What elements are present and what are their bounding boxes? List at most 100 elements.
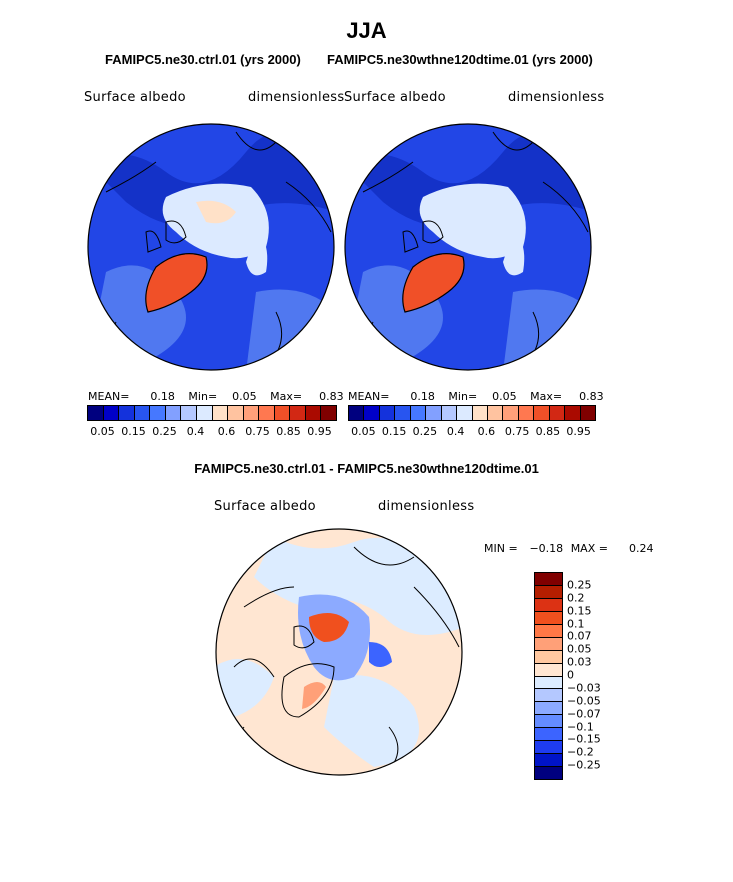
mean-value: 0.18: [410, 390, 435, 403]
colorbar-tick-label: −0.2: [567, 745, 594, 759]
greenland-ice-sheet: [145, 253, 208, 313]
diff-negative-region: [254, 537, 462, 635]
diff-variable: Surface albedo: [214, 499, 316, 514]
colorbar-tick-label: 0.6: [477, 425, 496, 438]
colorbar-tick-label: 0.95: [566, 425, 591, 438]
colorbar-swatch: [535, 741, 562, 755]
colorbar-tick-label: 0.15: [121, 425, 146, 438]
colorbar-diff: [534, 572, 563, 780]
colorbar-tick-label: −0.1: [567, 720, 594, 733]
colorbar-tick-label: 0.6: [217, 425, 236, 438]
subtitle-left: FAMIPC5.ne30.ctrl.01 (yrs 2000): [105, 52, 301, 67]
diff-min-value: −0.18: [529, 542, 564, 555]
colorbar-swatch: [212, 406, 229, 420]
colorbar-tick-label: 0.75: [504, 425, 530, 438]
colorbar-swatch: [395, 406, 411, 420]
colorbar-tick-label: 0.85: [535, 425, 561, 438]
figure-title: JJA: [346, 18, 387, 43]
coastline-continents: [362, 131, 589, 368]
colorbar-swatch: [426, 406, 442, 420]
colorbar-swatch: [243, 406, 260, 420]
colorbar-swatch: [349, 406, 365, 420]
colorbar-swatch: [457, 406, 473, 420]
max-label: Max=: [530, 390, 563, 403]
diff-units: dimensionless: [378, 499, 475, 514]
colorbar-swatch: [534, 406, 550, 420]
colorbar-swatch: [165, 406, 182, 420]
colorbar-swatch: [150, 406, 166, 420]
colorbar-tick-label: 0.25: [152, 425, 177, 438]
subtitle-right: FAMIPC5.ne30wthne120dtime.01 (yrs 2000): [327, 52, 593, 67]
colorbar-swatch: [535, 715, 562, 729]
colorbar-tick-label: 0.25: [412, 425, 438, 438]
colorbar-swatch: [535, 676, 562, 690]
colorbar-tick-label: 0.05: [351, 425, 376, 438]
coastline-greenland: [233, 625, 335, 718]
colorbar-swatch: [364, 406, 380, 420]
colorbar-panel2-ticks: 0.05 0.15 0.25 0.4 0.6 0.75 0.85 0.95: [348, 425, 594, 439]
colorbar-swatch: [88, 406, 104, 420]
colorbar-tick-label: 0.15: [567, 604, 592, 618]
colorbar-tick-label: 0.4: [446, 425, 465, 438]
ocean-dark-region: [88, 132, 334, 227]
mean-label: MEAN=: [348, 390, 390, 403]
diff-negative-region-2: [216, 659, 274, 717]
colorbar-swatch: [535, 650, 562, 664]
colorbar-swatch: [259, 406, 275, 420]
greenland-ice-sheet: [402, 253, 465, 313]
diff-negative-region-3: [324, 675, 419, 767]
min-label: Min=: [448, 390, 478, 403]
colorbar-tick-label: 0.07: [567, 629, 592, 643]
map-panel-exp: [344, 123, 592, 371]
colorbar-tick-label: 0.25: [567, 578, 592, 592]
colorbar-tick-label: 0.1: [567, 617, 585, 630]
diff-positive-greenland: [302, 682, 326, 709]
colorbar-swatch: [103, 406, 120, 420]
colorbar-swatch: [535, 637, 562, 651]
colorbar-swatch: [535, 585, 562, 599]
colorbar-tick-label: −0.07: [567, 707, 601, 721]
map-panel-diff: [215, 528, 463, 776]
max-label: Max=: [270, 390, 303, 403]
colorbar-tick-label: 0.95: [307, 425, 332, 438]
colorbar-swatch: [565, 406, 581, 420]
mean-value: 0.18: [150, 390, 175, 403]
colorbar-swatch: [181, 406, 197, 420]
panel1-variable: Surface albedo: [84, 90, 186, 105]
sea-ice-edge: [503, 232, 525, 276]
colorbar-swatch: [228, 406, 244, 420]
colorbar-tick-label: −0.05: [567, 694, 601, 708]
colorbar-tick-label: −0.15: [567, 732, 601, 746]
diff-title: FAMIPC5.ne30.ctrl.01 - FAMIPC5.ne30wthne…: [194, 461, 539, 476]
colorbar-tick-label: 0.2: [567, 591, 585, 605]
diff-max-value: 0.24: [628, 542, 654, 555]
colorbar-swatch: [441, 406, 458, 420]
colorbar-swatch: [535, 611, 562, 625]
coastline-continents: [237, 546, 460, 775]
colorbar-swatch: [119, 406, 135, 420]
colorbar-swatch: [472, 406, 488, 420]
colorbar-swatch: [290, 406, 306, 420]
colorbar-swatch: [535, 598, 562, 612]
colorbar-swatch: [487, 406, 504, 420]
min-value: 0.05: [232, 390, 257, 403]
colorbar-swatch: [535, 728, 562, 742]
diff-max-label: MAX =: [570, 542, 608, 555]
colorbar-swatch: [134, 406, 151, 420]
diff-stats: MIN = −0.18 MAX = 0.24: [484, 542, 653, 555]
colorbar-swatch: [518, 406, 535, 420]
colorbar-swatch: [535, 702, 562, 716]
colorbar-swatch: [535, 624, 562, 638]
sea-ice-region: [419, 183, 526, 259]
colorbar-tick-label: 0.85: [276, 425, 301, 438]
colorbar-swatch: [503, 406, 519, 420]
colorbar-swatch: [549, 406, 566, 420]
colorbar-swatch: [305, 406, 322, 420]
ocean-dark-region: [345, 132, 591, 227]
coastline-archipelago: [145, 220, 187, 253]
panel2-variable: Surface albedo: [344, 90, 446, 105]
diff-min-label: MIN =: [484, 542, 518, 555]
panel1-stats: MEAN= 0.18 Min= 0.05 Max= 0.83: [88, 390, 344, 403]
colorbar-tick-label: 0.05: [567, 642, 592, 656]
colorbar-swatch: [274, 406, 291, 420]
